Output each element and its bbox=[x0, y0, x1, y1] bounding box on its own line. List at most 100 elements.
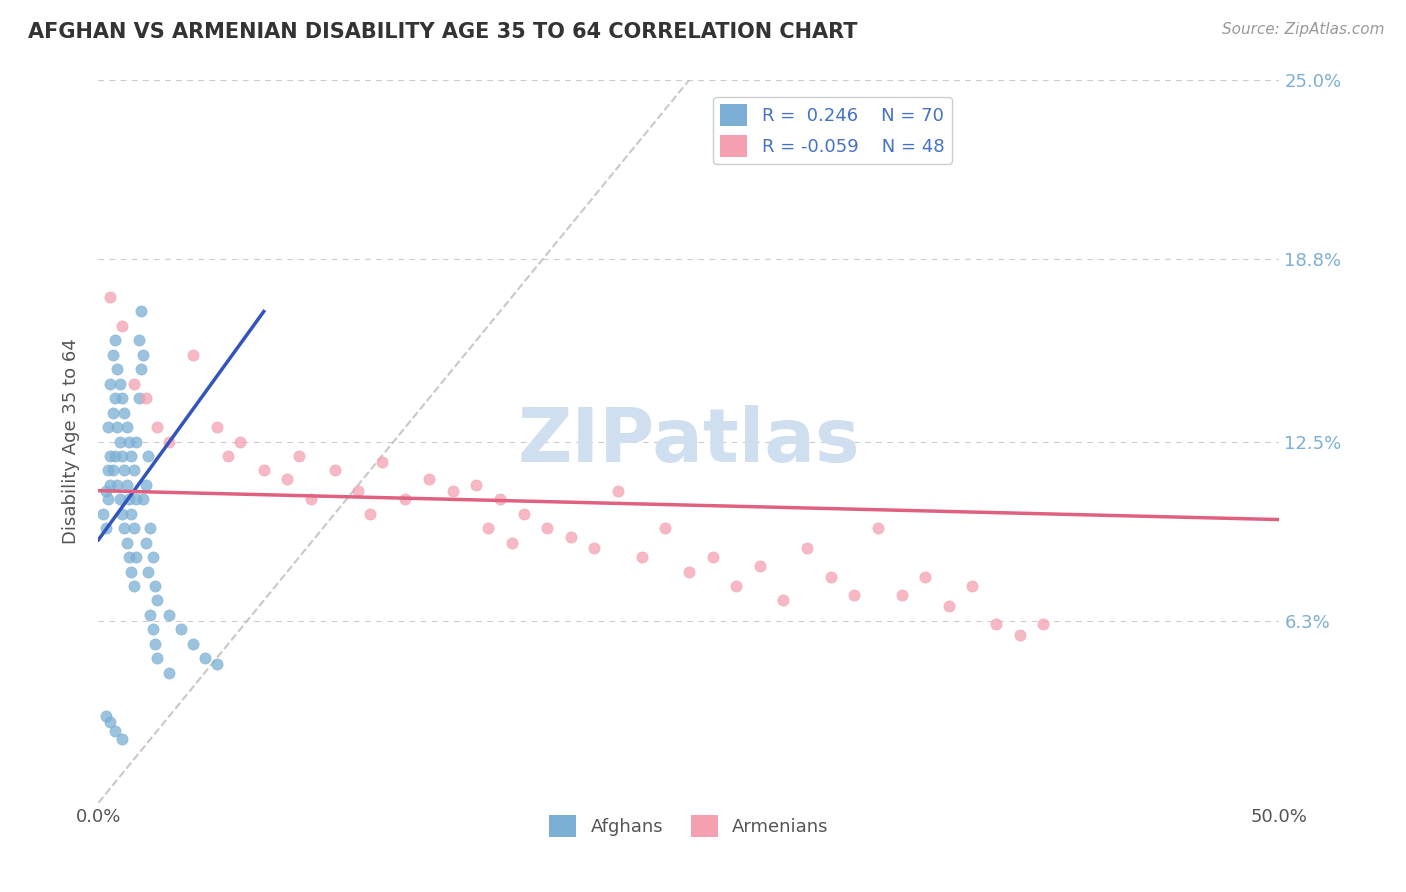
Point bbox=[135, 391, 157, 405]
Point bbox=[108, 376, 131, 391]
Point bbox=[347, 483, 370, 498]
Point bbox=[359, 507, 381, 521]
Point bbox=[583, 541, 606, 556]
Point bbox=[129, 304, 152, 318]
Point bbox=[748, 558, 770, 573]
Point bbox=[143, 637, 166, 651]
Point bbox=[108, 492, 131, 507]
Point bbox=[115, 478, 138, 492]
Point bbox=[111, 449, 134, 463]
Point bbox=[725, 579, 748, 593]
Point bbox=[371, 455, 394, 469]
Text: Source: ZipAtlas.com: Source: ZipAtlas.com bbox=[1222, 22, 1385, 37]
Point bbox=[98, 376, 121, 391]
Point bbox=[111, 318, 134, 333]
Point bbox=[938, 599, 960, 614]
Point bbox=[104, 449, 127, 463]
Point bbox=[105, 362, 128, 376]
Point bbox=[104, 334, 127, 348]
Point bbox=[112, 521, 135, 535]
Point bbox=[142, 550, 165, 565]
Point bbox=[121, 449, 143, 463]
Point bbox=[121, 507, 143, 521]
Point bbox=[101, 348, 124, 362]
Y-axis label: Disability Age 35 to 64: Disability Age 35 to 64 bbox=[62, 339, 80, 544]
Point bbox=[890, 588, 912, 602]
Point bbox=[136, 565, 159, 579]
Point bbox=[607, 483, 630, 498]
Point bbox=[136, 449, 159, 463]
Point bbox=[229, 434, 252, 449]
Point bbox=[146, 420, 169, 434]
Point bbox=[796, 541, 818, 556]
Point bbox=[135, 535, 157, 549]
Point bbox=[142, 623, 165, 637]
Point bbox=[139, 607, 162, 622]
Point bbox=[844, 588, 866, 602]
Point bbox=[115, 420, 138, 434]
Point bbox=[128, 391, 150, 405]
Point bbox=[97, 420, 120, 434]
Point bbox=[181, 637, 204, 651]
Point bbox=[962, 579, 984, 593]
Point bbox=[984, 616, 1007, 631]
Point bbox=[170, 623, 193, 637]
Point bbox=[489, 492, 512, 507]
Point bbox=[678, 565, 700, 579]
Point bbox=[205, 657, 228, 671]
Point bbox=[512, 507, 534, 521]
Point bbox=[501, 535, 523, 549]
Point bbox=[122, 463, 145, 477]
Point bbox=[654, 521, 676, 535]
Point bbox=[536, 521, 558, 535]
Point bbox=[108, 434, 131, 449]
Point bbox=[118, 434, 141, 449]
Point bbox=[194, 651, 217, 665]
Point bbox=[146, 593, 169, 607]
Point bbox=[157, 665, 180, 680]
Point bbox=[111, 507, 134, 521]
Point bbox=[98, 714, 121, 729]
Point bbox=[135, 478, 157, 492]
Point bbox=[118, 550, 141, 565]
Point bbox=[97, 492, 120, 507]
Point bbox=[288, 449, 311, 463]
Point bbox=[112, 463, 135, 477]
Point bbox=[122, 521, 145, 535]
Point bbox=[276, 472, 298, 486]
Point bbox=[299, 492, 322, 507]
Point bbox=[104, 391, 127, 405]
Point bbox=[111, 732, 134, 747]
Legend: Afghans, Armenians: Afghans, Armenians bbox=[543, 808, 835, 845]
Point bbox=[465, 478, 488, 492]
Point bbox=[1032, 616, 1054, 631]
Point bbox=[866, 521, 889, 535]
Point bbox=[94, 521, 117, 535]
Point bbox=[157, 434, 180, 449]
Point bbox=[772, 593, 794, 607]
Point bbox=[477, 521, 499, 535]
Point bbox=[112, 406, 135, 420]
Point bbox=[94, 483, 117, 498]
Point bbox=[104, 723, 127, 738]
Point bbox=[139, 521, 162, 535]
Point bbox=[129, 362, 152, 376]
Text: AFGHAN VS ARMENIAN DISABILITY AGE 35 TO 64 CORRELATION CHART: AFGHAN VS ARMENIAN DISABILITY AGE 35 TO … bbox=[28, 22, 858, 42]
Point bbox=[111, 391, 134, 405]
Point bbox=[914, 570, 936, 584]
Text: ZIPatlas: ZIPatlas bbox=[517, 405, 860, 478]
Point bbox=[125, 434, 148, 449]
Point bbox=[101, 406, 124, 420]
Point bbox=[97, 463, 120, 477]
Point bbox=[418, 472, 440, 486]
Point bbox=[105, 478, 128, 492]
Point bbox=[125, 550, 148, 565]
Point bbox=[702, 550, 724, 565]
Point bbox=[560, 530, 582, 544]
Point bbox=[122, 376, 145, 391]
Point bbox=[115, 535, 138, 549]
Point bbox=[98, 449, 121, 463]
Point bbox=[253, 463, 276, 477]
Point bbox=[132, 492, 155, 507]
Point bbox=[122, 579, 145, 593]
